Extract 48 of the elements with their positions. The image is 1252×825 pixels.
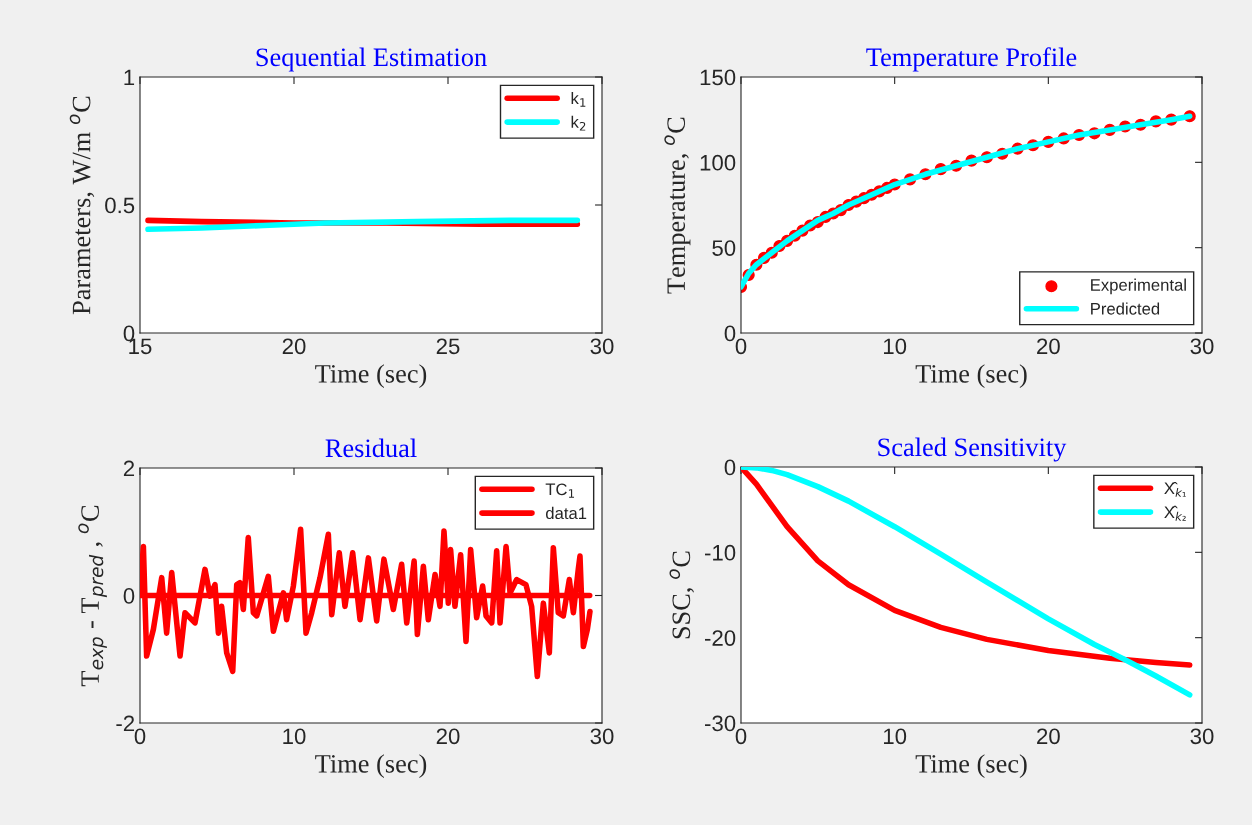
y-tick-label: 0.5 [105,197,135,214]
legend-label: data1 [546,506,587,520]
y-tick-label: 1 [124,69,135,86]
x-tick-label: 30 [1190,728,1214,745]
y-tick-label: 100 [700,154,736,171]
x-tick-label: 20 [1037,728,1060,745]
x-tick-label: 20 [282,338,306,355]
x-axis-title: Time (sec) [915,754,1027,779]
legend-label: X̂$_{k₂}$ [1164,505,1186,521]
y-tick-label: 0 [724,459,736,476]
y-tick-label: -30 [705,715,736,732]
x-tick-label: 20 [1037,338,1060,355]
x-axis-title: Time (sec) [315,364,427,389]
legend-label: TC$_{1}$ [545,483,575,498]
x-tick-label: 0 [735,338,747,355]
legend-label: X̂$_{k₁}$ [1164,481,1186,497]
chart-title: Scaled Sensitivity [878,437,1067,462]
y-axis-title: T$_{exp}$ - T$_{pred}$ , $^{o}$C [78,505,107,687]
x-tick-label: 30 [590,728,614,745]
chart-title: Residual [325,438,417,458]
y-axis-title: SSC, $^{o}$C [669,551,694,639]
y-tick-label: 0 [123,588,135,604]
x-tick-label: 30 [1190,338,1214,355]
legend-label: k$_{1}$ [571,91,586,107]
x-axis-title: Time (sec) [315,754,427,779]
legend-label: k$_{2}$ [571,115,586,131]
x-tick-label: 10 [884,338,907,355]
x-axis-title: Time (sec) [915,364,1027,389]
chart-title: Temperature Profile [866,47,1077,72]
x-tick-label: 10 [283,728,306,745]
y-tick-label: -20 [705,630,736,646]
chart-title: Sequential Estimation [256,47,487,72]
y-tick-label: 2 [123,460,135,477]
x-tick-label: 0 [134,728,146,745]
y-tick-label: 150 [700,69,736,86]
y-axis-title: Temperature, $^{o}$C [664,117,691,294]
y-tick-label: -2 [116,715,135,732]
y-tick-label: 0 [724,325,736,342]
legend-label: Experimental [1091,278,1186,295]
x-tick-label: 0 [735,728,747,745]
x-tick-label: 10 [884,728,907,745]
legend-label: Predicted [1091,302,1160,315]
y-axis-title: Parameters, W/m $^{o}$C [69,96,95,315]
x-tick-label: 20 [436,728,460,745]
y-tick-label: 50 [712,240,736,256]
x-tick-label: 30 [590,338,614,355]
x-tick-label: 25 [436,338,460,355]
y-tick-label: -10 [705,544,736,561]
